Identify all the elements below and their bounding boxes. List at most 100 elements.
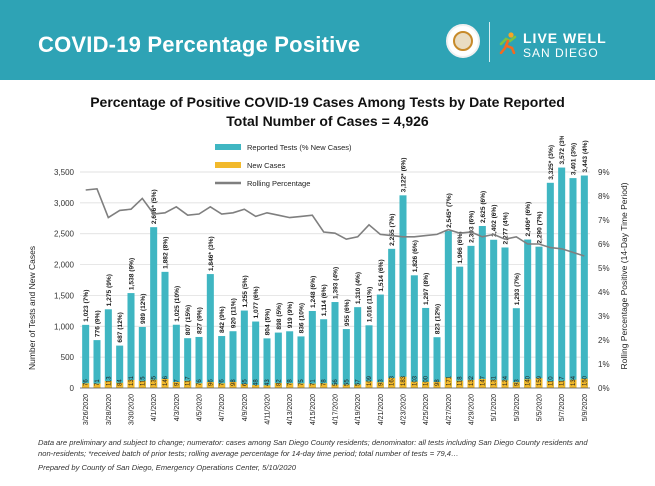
bar-value-label: 687 (12%)	[117, 312, 124, 342]
x-tick-label: 4/11/2020	[265, 394, 272, 425]
case-label: 65	[242, 379, 248, 386]
x-tick-label: 4/23/2020	[401, 394, 408, 425]
bar-value-label: 836 (10%)	[299, 303, 306, 333]
bar-value-label: 2,625 (6%)	[480, 191, 487, 223]
bar-tests	[478, 226, 486, 388]
bar-tests	[195, 336, 203, 388]
bar-value-label: 1,826 (6%)	[412, 240, 419, 272]
axes: 0 500 1,000 1,500 2,000 2,500 3,000 3,500 0% 1% 2%…	[54, 168, 610, 425]
case-label: 55	[344, 379, 350, 386]
bar-tests	[546, 182, 554, 388]
logo-divider	[489, 22, 490, 62]
y2-tick-label: 9%	[598, 168, 610, 177]
bar-value-label: 2,290 (7%)	[537, 211, 544, 243]
rolling-percentage-line	[85, 187, 585, 257]
bar-cases	[433, 381, 441, 388]
y2-tick-label: 2%	[598, 336, 610, 345]
y2-tick-label: 8%	[598, 192, 610, 201]
footnote-prepared-by: Prepared by County of San Diego, Emergen…	[38, 463, 296, 472]
case-label: 76	[197, 379, 203, 386]
case-label: 147	[480, 375, 486, 386]
legend-swatch-tests	[215, 144, 241, 150]
bar-tests	[512, 308, 520, 388]
bar-value-label: 3,401 (3%)	[571, 143, 578, 175]
bar-tests	[433, 337, 441, 388]
y2-tick-label: 0%	[598, 384, 610, 393]
bar-cases	[399, 376, 407, 388]
bar-tests	[263, 338, 271, 388]
bar-cases	[388, 377, 396, 388]
case-label: 103	[412, 375, 418, 386]
bar-tests	[82, 324, 90, 388]
x-tick-label: 4/9/2020	[242, 394, 249, 421]
bar-value-label: 1,393 (4%)	[333, 267, 340, 299]
bar-value-label: 3,443 (4%)	[582, 140, 589, 172]
bar-value-label: 898 (5%)	[276, 303, 283, 330]
case-label: 78	[288, 379, 294, 386]
bar-cases	[308, 383, 316, 388]
bar-cases	[127, 379, 135, 388]
bar-tests	[501, 247, 509, 388]
bar-cases	[206, 382, 214, 388]
bar-value-label: 1,310 (4%)	[355, 272, 362, 304]
case-label: 57	[356, 379, 362, 386]
bar-cases	[274, 382, 282, 388]
bars: 76 1,023 (7%) 71 776 (9%) 113 1,275 (9%) 84 687…	[82, 136, 589, 388]
bar-cases	[365, 381, 373, 388]
legend-label-rolling: Rolling Percentage	[247, 179, 310, 188]
bar-tests	[490, 239, 498, 388]
bar-value-label: 955 (6%)	[344, 299, 351, 326]
bar-cases	[229, 381, 237, 388]
y2-tick-label: 6%	[598, 240, 610, 249]
bar-cases	[490, 379, 498, 388]
bar-tests	[535, 246, 543, 388]
rolling-line	[85, 187, 585, 257]
bar-tests	[150, 227, 158, 388]
bar-cases	[569, 379, 577, 388]
bar-value-label: 1,023 (7%)	[83, 290, 90, 322]
bar-cases	[467, 379, 475, 388]
bar-tests	[274, 332, 282, 388]
bar-tests	[286, 331, 294, 388]
bar-value-label: 1,025 (10%)	[174, 286, 181, 322]
bar-tests	[308, 310, 316, 388]
case-label: 163	[390, 375, 396, 386]
bar-value-label: 1,077 (6%)	[253, 286, 260, 318]
bar-value-label: 2,545* (7%)	[446, 193, 453, 228]
county-seal-logo	[446, 24, 480, 58]
bar-cases	[478, 378, 486, 388]
bar-cases	[422, 381, 430, 388]
y-tick-label: 3,500	[54, 168, 75, 177]
x-tick-label: 3/26/2020	[83, 394, 90, 425]
bar-tests	[388, 248, 396, 388]
x-tick-label: 4/7/2020	[219, 394, 226, 421]
x-tick-label: 4/17/2020	[333, 394, 340, 425]
case-label: 82	[276, 379, 282, 386]
header-banner: COVID-19 Percentage Positive LIVE WELL S…	[0, 0, 655, 80]
bar-tests	[354, 307, 362, 388]
case-label: 93	[378, 379, 384, 386]
bar-tests	[569, 178, 577, 388]
bar-cases	[342, 384, 350, 388]
bar-tests	[240, 310, 248, 388]
bar-tests	[116, 345, 124, 388]
bar-cases	[558, 380, 566, 388]
bar-tests	[580, 175, 588, 388]
bar-cases	[104, 381, 112, 388]
case-label: 43	[265, 379, 271, 386]
case-label: 56	[333, 379, 339, 386]
y2-tick-label: 1%	[598, 360, 610, 369]
bar-cases	[184, 380, 192, 388]
case-label: 110	[548, 376, 554, 386]
case-label: 135	[152, 375, 158, 386]
bar-value-label: 1,114 (6%)	[321, 284, 328, 316]
bar-value-label: 2,402 (6%)	[491, 204, 498, 236]
bar-value-label: 823 (12%)	[435, 304, 442, 334]
legend-label-tests: Reported Tests (% New Cases)	[247, 143, 352, 152]
x-tick-label: 5/7/2020	[559, 394, 566, 421]
case-label: 124	[503, 375, 509, 386]
case-label: 78	[322, 379, 328, 386]
bar-value-label: 1,882 (8%)	[163, 237, 170, 269]
chart-subtitle: Total Number of Cases = 4,926	[226, 113, 429, 129]
bar-tests	[467, 245, 475, 388]
